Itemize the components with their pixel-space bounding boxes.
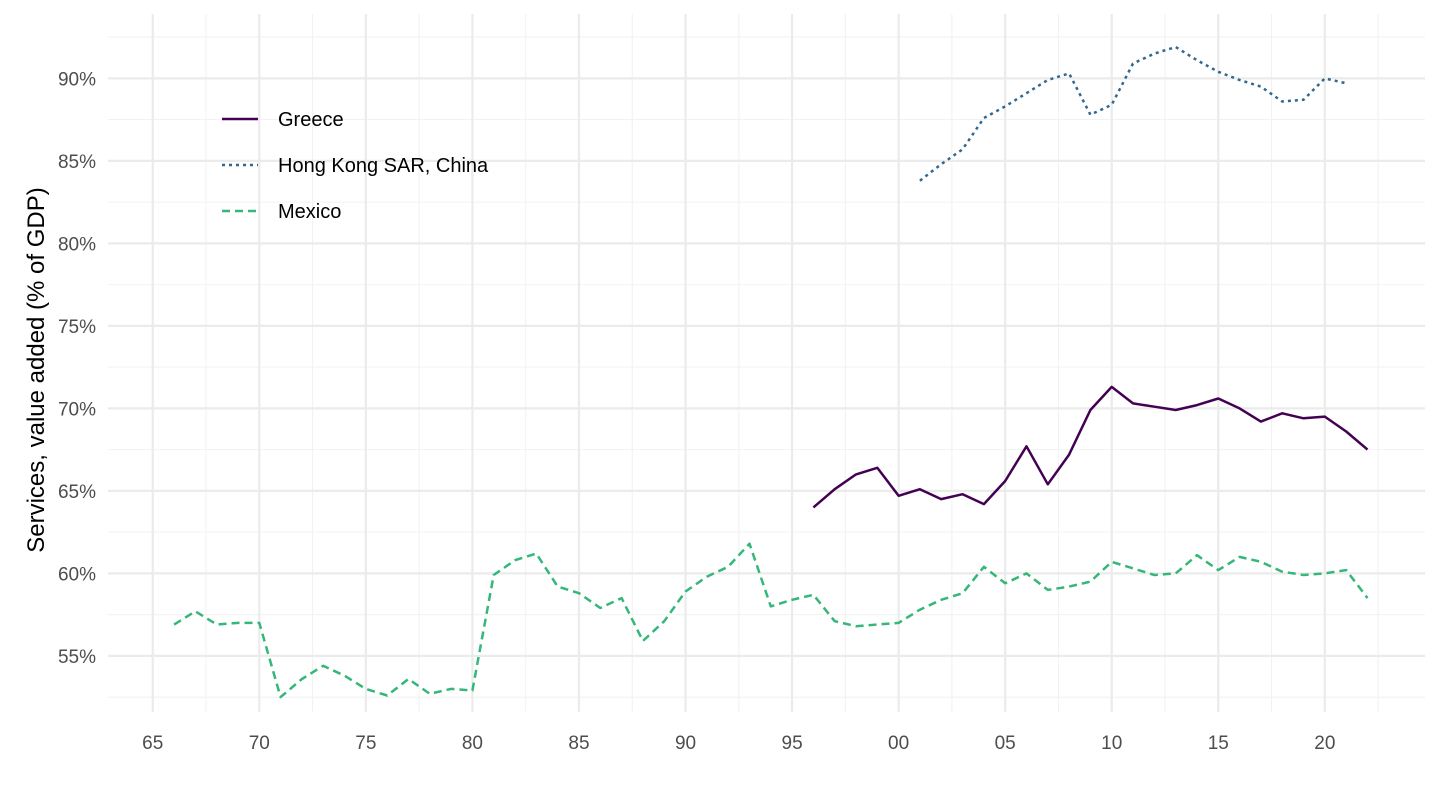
x-tick-label: 20 xyxy=(1314,733,1335,754)
y-tick-label: 90% xyxy=(58,69,96,90)
x-tick-label: 85 xyxy=(568,733,589,754)
y-axis-title: Services, value added (% of GDP) xyxy=(23,187,50,553)
series-line-1 xyxy=(919,45,1347,182)
x-tick-label: 05 xyxy=(995,733,1016,754)
y-tick-label: 65% xyxy=(58,482,96,503)
series-line-2 xyxy=(173,542,1369,699)
x-tick-label: 90 xyxy=(675,733,696,754)
x-tick-label: 00 xyxy=(888,733,909,754)
x-axis-ticks: 65 70 75 80 85 90 95 00 05 10 15 20 xyxy=(142,733,1335,754)
legend-label: Mexico xyxy=(278,201,341,223)
series-lines xyxy=(173,45,1369,699)
grid-lines xyxy=(108,14,1425,712)
x-tick-label: 80 xyxy=(462,733,483,754)
y-tick-label: 70% xyxy=(58,399,96,420)
x-tick-label: 75 xyxy=(355,733,376,754)
x-tick-label: 70 xyxy=(249,733,270,754)
legend: Greece Hong Kong SAR, China Mexico xyxy=(222,109,489,223)
x-tick-label: 95 xyxy=(782,733,803,754)
y-axis-ticks: 55% 60% 65% 70% 75% 80% 85% 90% xyxy=(58,69,96,668)
x-tick-label: 65 xyxy=(142,733,163,754)
series-line-0 xyxy=(812,385,1369,509)
x-tick-label: 15 xyxy=(1208,733,1229,754)
y-tick-label: 75% xyxy=(58,317,96,338)
y-tick-label: 85% xyxy=(58,152,96,173)
legend-label: Greece xyxy=(278,109,344,131)
y-tick-label: 55% xyxy=(58,647,96,668)
y-tick-label: 80% xyxy=(58,234,96,255)
y-tick-label: 60% xyxy=(58,564,96,585)
legend-label: Hong Kong SAR, China xyxy=(278,155,489,177)
x-tick-label: 10 xyxy=(1101,733,1122,754)
